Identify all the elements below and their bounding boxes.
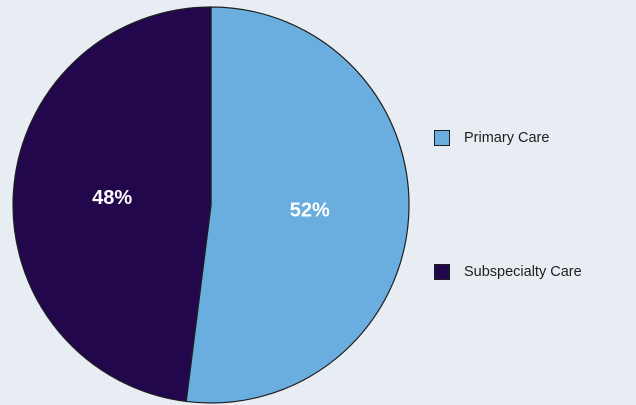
legend-swatch-subspecialty-care: [434, 264, 450, 280]
pie-slice-value-subspecialty-care: 48%: [92, 187, 132, 209]
chart-legend: Primary Care Subspecialty Care: [434, 0, 634, 405]
legend-label-primary-care: Primary Care: [464, 130, 550, 146]
pie-slice-subspecialty-care: [12, 6, 212, 403]
legend-swatch-primary-care: [434, 130, 450, 146]
legend-item-primary-care: Primary Care: [434, 130, 549, 146]
legend-item-subspecialty-care: Subspecialty Care: [434, 264, 582, 280]
pie-slice-value-primary-care: 52%: [290, 199, 330, 221]
pie-slices: [12, 6, 410, 404]
pie-slice-labels: 52% 48%: [92, 187, 330, 221]
pie-slice-primary-care: [185, 6, 410, 404]
legend-label-subspecialty-care: Subspecialty Care: [464, 264, 582, 280]
